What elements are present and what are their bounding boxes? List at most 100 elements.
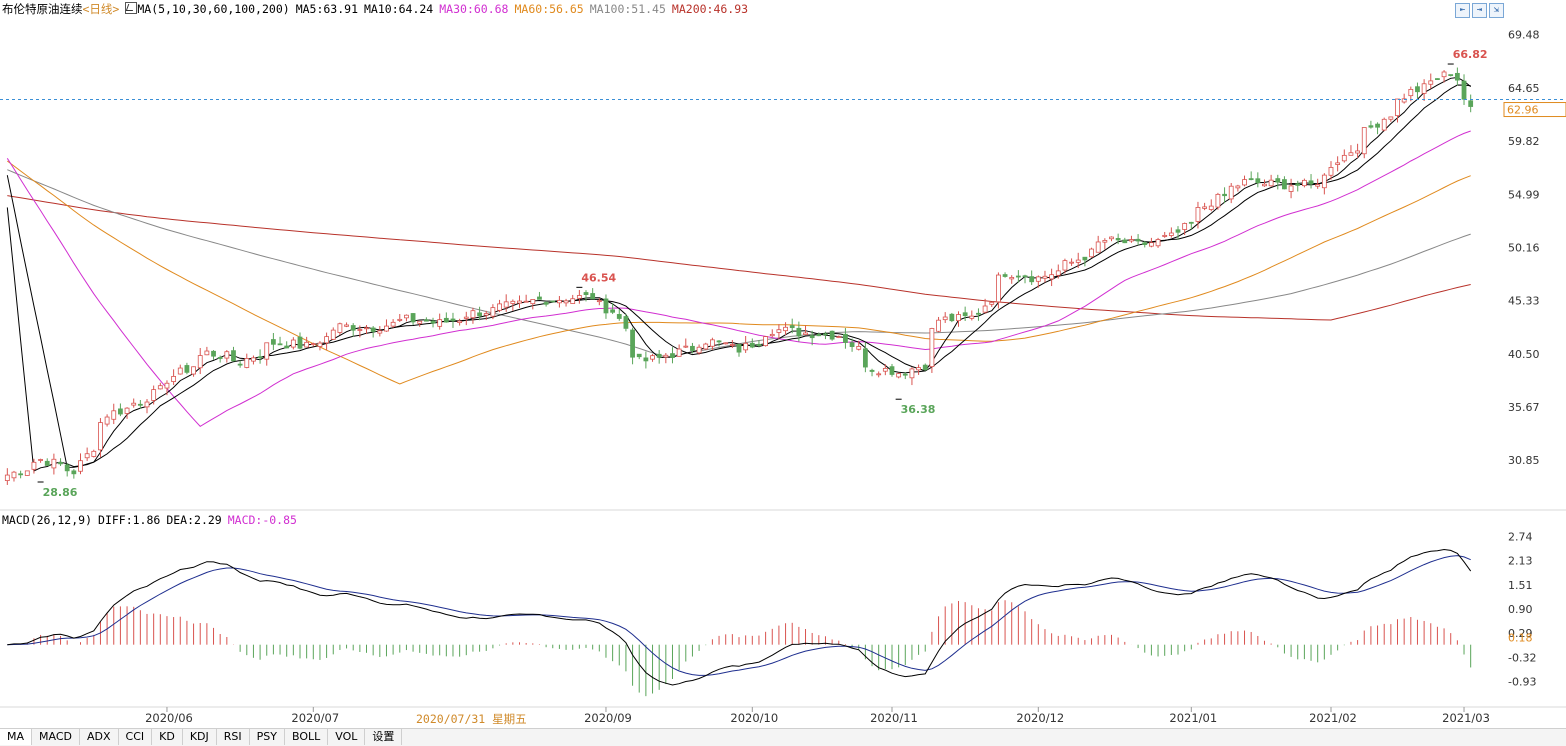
period-label[interactable]: <日线> bbox=[82, 2, 120, 16]
candle-up bbox=[929, 328, 935, 368]
candle-up bbox=[490, 307, 496, 317]
candle-up bbox=[1009, 277, 1015, 280]
candle-up bbox=[896, 373, 902, 378]
candle-up bbox=[98, 422, 103, 451]
candle-up bbox=[1202, 206, 1208, 209]
candle-up bbox=[144, 401, 150, 408]
tab-settings[interactable]: 设置 bbox=[365, 729, 403, 745]
candle-up bbox=[1162, 234, 1168, 237]
extreme-label: 66.82 bbox=[1453, 48, 1488, 61]
candle-up bbox=[1089, 248, 1094, 258]
diff-value: DIFF:1.86 bbox=[98, 513, 161, 527]
candle-down bbox=[1375, 123, 1380, 128]
tab-macd[interactable]: MACD bbox=[32, 729, 80, 745]
scroll-left-icon[interactable]: ⇤ bbox=[1455, 3, 1470, 18]
candle-down bbox=[237, 363, 243, 366]
candle-down bbox=[1295, 183, 1301, 186]
candle-down bbox=[1188, 221, 1194, 224]
candle-up bbox=[164, 382, 170, 389]
tab-kd[interactable]: KD bbox=[152, 729, 183, 745]
ma60-value: MA60:56.65 bbox=[514, 2, 584, 16]
candle-down bbox=[690, 345, 695, 351]
candle-up bbox=[1388, 116, 1394, 120]
candle-up bbox=[1381, 118, 1387, 131]
candle-up bbox=[1421, 83, 1427, 94]
candle-down bbox=[277, 343, 283, 346]
candle-up bbox=[763, 336, 769, 347]
candle-up bbox=[1035, 276, 1041, 282]
candle-down bbox=[843, 333, 848, 343]
candle-down bbox=[1275, 178, 1281, 183]
candle-up bbox=[304, 341, 310, 348]
extreme-label: 28.86 bbox=[43, 486, 78, 499]
price-tick-label: 59.82 bbox=[1508, 135, 1540, 148]
candle-up bbox=[1268, 179, 1274, 187]
candle-up bbox=[1341, 154, 1347, 162]
candle-up bbox=[111, 410, 117, 420]
candle-up bbox=[310, 343, 316, 345]
candle-up bbox=[437, 319, 443, 327]
x-tick-label: 2021/01 bbox=[1169, 711, 1217, 725]
candle-down bbox=[58, 461, 63, 465]
candle-up bbox=[530, 299, 536, 305]
candle-down bbox=[543, 302, 549, 305]
candle-up bbox=[650, 355, 655, 360]
macd-tick-label: 2.13 bbox=[1508, 554, 1533, 567]
candle-up bbox=[836, 336, 842, 338]
tab-psy[interactable]: PSY bbox=[250, 729, 285, 745]
candle-up bbox=[989, 301, 995, 305]
candle-down bbox=[1308, 180, 1314, 185]
candle-down bbox=[1435, 78, 1440, 80]
macd-tick-label: -0.32 bbox=[1508, 651, 1536, 664]
candle-down bbox=[1022, 275, 1028, 278]
candle-down bbox=[44, 460, 50, 466]
candle-up bbox=[856, 346, 862, 350]
candle-down bbox=[962, 312, 968, 317]
scroll-right-icon[interactable]: ⇥ bbox=[1472, 3, 1487, 18]
candle-down bbox=[1175, 229, 1181, 233]
candle-up bbox=[1301, 179, 1307, 187]
candle-up bbox=[982, 305, 988, 313]
candle-up bbox=[104, 416, 110, 425]
macd-tick-label: 0.29 bbox=[1508, 627, 1533, 640]
tab-rsi[interactable]: RSI bbox=[217, 729, 250, 745]
ma30-value: MA30:60.68 bbox=[439, 2, 509, 16]
candle-up bbox=[377, 330, 383, 334]
candle-up bbox=[171, 376, 177, 382]
tab-adx[interactable]: ADX bbox=[80, 729, 119, 745]
macd-tick-label: -0.93 bbox=[1508, 675, 1536, 688]
zoom-icon[interactable]: ⇲ bbox=[1489, 3, 1504, 18]
tab-cci[interactable]: CCI bbox=[119, 729, 153, 745]
candle-up bbox=[290, 339, 296, 348]
candle-up bbox=[11, 471, 17, 479]
candle-down bbox=[1368, 125, 1374, 128]
candle-up bbox=[1235, 185, 1241, 189]
candle-up bbox=[969, 315, 975, 319]
ma30-line bbox=[6, 130, 1471, 428]
candle-up bbox=[996, 274, 1001, 303]
candle-up bbox=[124, 407, 130, 414]
candle-up bbox=[1095, 241, 1101, 253]
tab-kdj[interactable]: KDJ bbox=[183, 729, 217, 745]
candle-down bbox=[370, 327, 376, 332]
candle-up bbox=[1149, 242, 1154, 247]
candle-up bbox=[364, 327, 369, 330]
candle-down bbox=[1222, 193, 1227, 197]
candle-up bbox=[1242, 179, 1247, 186]
candle-up bbox=[197, 355, 203, 369]
tab-ma[interactable]: MA bbox=[0, 729, 33, 745]
candle-up bbox=[1195, 207, 1201, 222]
tab-vol[interactable]: VOL bbox=[328, 729, 366, 745]
candle-down bbox=[184, 365, 190, 373]
candle-up bbox=[384, 325, 389, 332]
candle-up bbox=[769, 333, 775, 337]
candle-up bbox=[1321, 174, 1327, 189]
candle-up bbox=[596, 300, 602, 303]
candle-down bbox=[749, 342, 755, 348]
crosshair-date: 2020/07/31 星期五 bbox=[416, 712, 527, 726]
candle-down bbox=[1015, 275, 1021, 278]
ma100-line bbox=[7, 169, 1471, 358]
tab-boll[interactable]: BOLL bbox=[285, 729, 329, 745]
candle-up bbox=[244, 358, 250, 368]
chart-type-icon[interactable] bbox=[125, 2, 138, 14]
